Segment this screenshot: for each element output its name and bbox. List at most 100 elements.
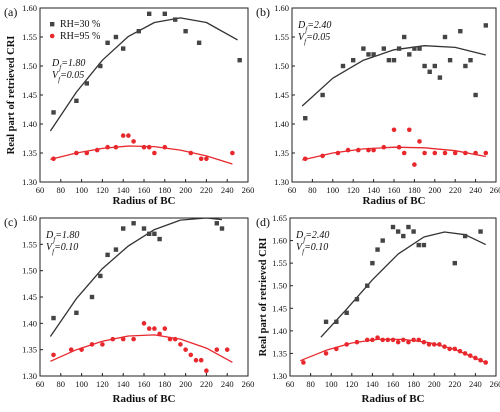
- x-tick-label: 200: [179, 185, 192, 195]
- data-point-square: [366, 52, 371, 57]
- data-point-square: [386, 58, 392, 63]
- data-point-square: [152, 231, 157, 236]
- data-point-circle: [68, 347, 74, 352]
- data-point-circle: [442, 150, 448, 156]
- data-point-circle: [146, 144, 152, 150]
- fit-curve-gray: [301, 45, 486, 107]
- data-point-square: [354, 297, 360, 302]
- data-point-circle: [385, 337, 391, 343]
- data-point-circle: [467, 353, 473, 358]
- data-point-circle: [457, 348, 463, 354]
- data-point-circle: [141, 321, 147, 326]
- data-point-square: [412, 46, 417, 51]
- data-point-square: [478, 229, 483, 234]
- data-point-circle: [224, 347, 230, 352]
- x-axis-label: Radius of BC: [113, 393, 176, 405]
- x-tick-label: 120: [96, 185, 109, 195]
- data-point-circle: [432, 150, 438, 156]
- panel-a: (a) 60 80 100 120 140 160 180 200 220 240 260 1.30 1.…: [4, 3, 254, 207]
- y-tick-label: 1.60: [22, 3, 37, 13]
- data-point-circle: [344, 342, 349, 347]
- data-point-circle: [51, 352, 56, 358]
- x-tick-label: 140: [367, 185, 380, 195]
- data-point-circle: [411, 337, 416, 343]
- data-point-circle: [380, 337, 386, 343]
- data-point-circle: [463, 150, 468, 156]
- data-point-square: [334, 319, 339, 325]
- data-point-square: [462, 233, 468, 239]
- y-tick-label: 1.50: [274, 61, 289, 71]
- fit-curve-red: [302, 146, 486, 161]
- x-tick-label: 140: [366, 379, 379, 389]
- data-point-square: [483, 23, 488, 28]
- x-tick-label: 240: [221, 379, 234, 389]
- data-point-circle: [356, 147, 361, 153]
- data-point-circle: [421, 339, 427, 345]
- data-point-square: [196, 40, 202, 45]
- data-point-circle: [141, 144, 147, 150]
- data-point-square: [98, 63, 103, 69]
- panel-label: (c): [4, 215, 17, 229]
- fit-curve-red: [50, 145, 233, 165]
- data-point-square: [214, 221, 219, 226]
- y-tick-label: 1.55: [22, 239, 37, 249]
- data-point-square: [458, 29, 463, 34]
- x-tick-label: 180: [408, 185, 421, 195]
- panel-label: (b): [256, 5, 270, 19]
- data-point-circle: [230, 150, 235, 156]
- data-point-circle: [364, 337, 370, 343]
- data-point-circle: [483, 360, 489, 365]
- data-point-circle: [193, 357, 199, 363]
- y-tick-label: 1.65: [272, 213, 287, 223]
- data-point-circle: [188, 150, 194, 156]
- data-point-square: [407, 52, 412, 57]
- data-point-circle: [391, 127, 397, 133]
- y-tick-label: 1.35: [22, 345, 37, 355]
- y-tick-label: 1.40: [274, 119, 289, 129]
- data-point-circle: [345, 147, 351, 153]
- data-point-circle: [120, 133, 126, 138]
- data-point-circle: [167, 336, 173, 342]
- y-tick-label: 1.40: [22, 318, 37, 328]
- data-point-square: [390, 224, 396, 230]
- data-point-circle: [204, 156, 209, 162]
- data-point-square: [370, 260, 375, 266]
- panel-label: (a): [4, 5, 17, 19]
- y-tick-label: 1.45: [22, 90, 37, 100]
- x-tick-label: 160: [388, 185, 401, 195]
- data-point-square: [447, 58, 453, 63]
- data-point-circle: [483, 150, 489, 156]
- x-tick-label: 60: [286, 379, 295, 389]
- annotation: Vf=0.10: [46, 242, 78, 256]
- data-point-square: [452, 260, 457, 266]
- data-point-square: [183, 29, 188, 34]
- x-tick-label: 260: [490, 379, 500, 389]
- x-tick-label: 220: [200, 379, 213, 389]
- data-point-circle: [162, 326, 168, 331]
- x-tick-label: 220: [200, 185, 213, 195]
- data-point-square: [237, 58, 242, 63]
- data-point-square: [89, 294, 95, 300]
- data-point-circle: [431, 342, 437, 347]
- x-tick-label: 180: [407, 379, 420, 389]
- data-point-square: [131, 221, 136, 226]
- annotation: Df=2.40: [297, 20, 331, 34]
- data-point-circle: [146, 326, 152, 331]
- data-point-circle: [417, 139, 422, 144]
- data-point-square: [416, 242, 421, 248]
- data-point-circle: [442, 344, 447, 349]
- x-tick-label: 140: [117, 185, 130, 195]
- y-tick-label: 1.50: [22, 61, 37, 71]
- data-point-circle: [406, 339, 411, 345]
- data-point-square: [463, 63, 468, 69]
- data-point-circle: [437, 342, 442, 347]
- x-tick-label: 180: [158, 185, 171, 195]
- data-point-circle: [371, 147, 376, 153]
- legend-label: RH=30 %: [60, 19, 100, 30]
- data-point-square: [375, 247, 380, 252]
- y-tick-label: 1.30: [22, 177, 37, 187]
- x-tick-label: 260: [242, 185, 255, 195]
- data-point-circle: [162, 144, 168, 150]
- data-point-circle: [172, 336, 178, 342]
- y-tick-label: 1.45: [22, 292, 37, 302]
